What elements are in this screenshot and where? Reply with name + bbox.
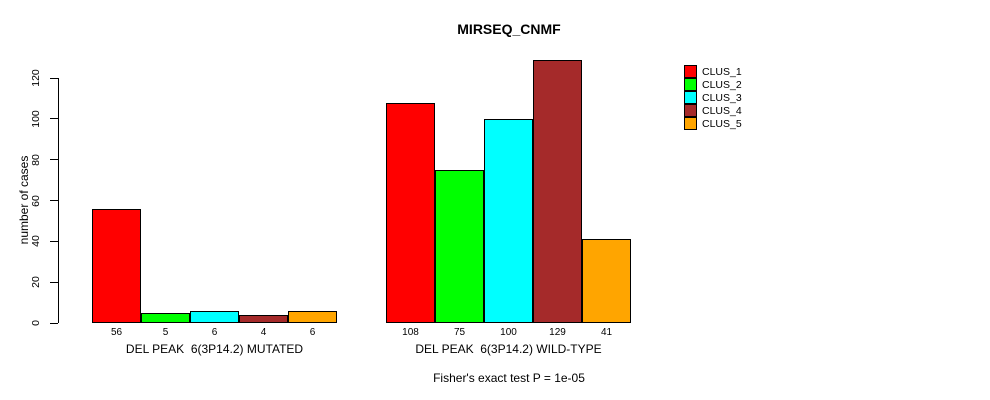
bar-value-label: 56 (110, 327, 123, 338)
legend-row: CLUS_2 (684, 78, 742, 91)
bar (190, 310, 239, 323)
y-axis-line (58, 78, 59, 323)
bar-value-label: 5 (162, 327, 169, 338)
y-tick-label: 60 (30, 194, 42, 207)
bar-value-label: 129 (549, 327, 566, 338)
y-tick (50, 240, 58, 242)
legend-label: CLUS_3 (702, 91, 742, 104)
legend-row: CLUS_1 (684, 65, 742, 78)
y-tick-label: 80 (30, 153, 42, 166)
legend-label: CLUS_4 (702, 104, 742, 117)
legend-label: CLUS_1 (702, 65, 742, 78)
y-tick (50, 200, 58, 201)
bar (239, 314, 288, 323)
bar (141, 312, 190, 323)
group-label: DEL PEAK 6(3P14.2) MUTATED (125, 342, 304, 356)
y-tick-label: 100 (30, 110, 42, 128)
legend-swatch-icon (684, 78, 697, 91)
bar (533, 59, 582, 323)
bar (582, 239, 631, 323)
legend-label: CLUS_5 (702, 117, 742, 130)
legend-label: CLUS_2 (702, 78, 742, 91)
bar (484, 118, 533, 323)
bar-value-label: 75 (453, 327, 466, 338)
bar-value-label: 6 (211, 327, 218, 338)
bar (288, 310, 337, 323)
y-tick-label: 0 (30, 320, 42, 326)
legend-swatch-icon (684, 91, 697, 104)
legend-swatch-icon (684, 117, 697, 130)
y-axis-label: number of cases (17, 155, 31, 245)
legend-row: CLUS_5 (684, 117, 742, 130)
legend: CLUS_1 CLUS_2 CLUS_3 CLUS_4 CLUS_5 (684, 65, 742, 130)
legend-swatch-icon (684, 104, 697, 117)
bar-value-label: 6 (309, 327, 316, 338)
y-tick-label: 20 (30, 276, 42, 288)
bar-value-label: 41 (600, 327, 613, 338)
bar-value-label: 100 (500, 327, 517, 338)
y-tick (50, 77, 58, 79)
y-tick (50, 281, 58, 283)
y-tick (50, 322, 58, 324)
bar-value-label: 4 (260, 327, 267, 338)
y-tick-label: 40 (30, 235, 42, 248)
bar-value-label: 108 (402, 327, 419, 338)
chart-title: MIRSEQ_CNMF (457, 21, 561, 37)
legend-row: CLUS_3 (684, 91, 742, 104)
legend-swatch-icon (684, 65, 697, 78)
bar (386, 102, 435, 323)
legend-row: CLUS_4 (684, 104, 742, 117)
group-label: DEL PEAK 6(3P14.2) WILD-TYPE (415, 342, 602, 356)
annotation-text: Fisher's exact test P = 1e-05 (433, 371, 585, 385)
y-tick (50, 118, 58, 120)
y-tick (50, 159, 58, 161)
bar (435, 169, 484, 323)
bar (92, 208, 141, 323)
y-tick-label: 120 (30, 69, 42, 87)
